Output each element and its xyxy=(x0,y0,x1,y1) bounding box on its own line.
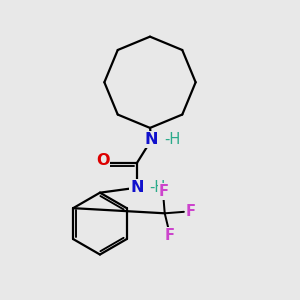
Text: O: O xyxy=(96,153,110,168)
Text: N: N xyxy=(145,132,158,147)
Text: F: F xyxy=(164,228,174,243)
Text: -H: -H xyxy=(149,180,165,195)
Text: F: F xyxy=(158,184,168,199)
Text: -H: -H xyxy=(164,132,180,147)
Text: F: F xyxy=(185,204,195,219)
Text: N: N xyxy=(130,180,143,195)
